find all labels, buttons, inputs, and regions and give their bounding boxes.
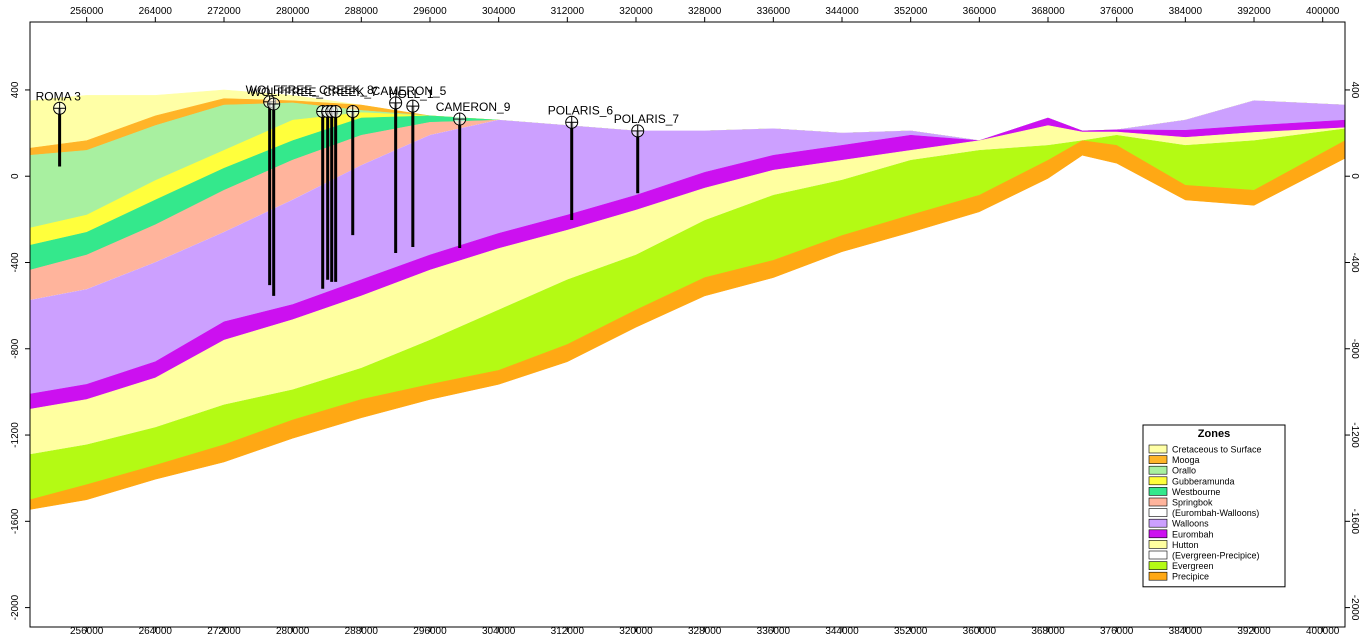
legend-swatch	[1149, 519, 1167, 527]
x-tick-label: 304000	[482, 6, 516, 17]
page: ROMA 3WOLFFREE_CREEK_8WOLFFREE_CREEK_7CA…	[0, 0, 1361, 641]
legend-swatch	[1149, 445, 1167, 453]
y-tick-label: 400	[10, 81, 21, 98]
x-tick-label: 344000	[825, 6, 859, 17]
x-tick-label: 360000	[963, 6, 997, 17]
legend-label: Eurombah	[1172, 529, 1214, 539]
legend-swatch	[1149, 530, 1167, 538]
legend-label: Precipice	[1172, 572, 1209, 582]
legend-swatch	[1149, 477, 1167, 485]
y-tick-label: -1600	[1349, 509, 1360, 535]
x-tick-label: 400000	[1306, 6, 1340, 17]
legend-swatch	[1149, 540, 1167, 548]
well-label: POLARIS_6	[548, 103, 614, 117]
legend-swatch	[1149, 551, 1167, 559]
legend-label: Westbourne	[1172, 487, 1220, 497]
legend-label: Evergreen	[1172, 561, 1214, 571]
legend-swatch	[1149, 466, 1167, 474]
legend-label: Walloons	[1172, 519, 1209, 529]
y-tick-label: -800	[1349, 339, 1360, 359]
legend-swatch	[1149, 509, 1167, 517]
legend-label: Gubberamunda	[1172, 476, 1235, 486]
legend-label: Springbok	[1172, 498, 1213, 508]
x-tick-label: 392000	[1237, 6, 1271, 17]
x-tick-label: 320000	[619, 6, 653, 17]
x-tick-label: 288000	[345, 6, 379, 17]
y-tick-label: -400	[10, 252, 21, 272]
x-tick-label: 336000	[757, 6, 791, 17]
well-label: HOLL_1	[389, 87, 434, 101]
y-tick-label: -800	[10, 338, 21, 358]
x-tick-label: 312000	[551, 6, 585, 17]
y-tick-label: -400	[1349, 252, 1360, 272]
well-label: ROMA 3	[36, 89, 82, 103]
x-tick-label: 376000	[1100, 6, 1134, 17]
y-tick-label: -2000	[1349, 595, 1360, 621]
y-tick-label: -1200	[10, 422, 21, 448]
x-tick-label: 328000	[688, 6, 722, 17]
legend-label: Cretaceous to Surface	[1172, 445, 1262, 455]
legend-label: Mooga	[1172, 455, 1200, 465]
legend-title: Zones	[1198, 428, 1230, 440]
x-tick-label: 384000	[1169, 6, 1203, 17]
legend-swatch	[1149, 498, 1167, 506]
y-tick-label: 0	[10, 173, 21, 179]
legend-label: (Eurombah-Walloons)	[1172, 508, 1259, 518]
x-tick-label: 272000	[207, 6, 241, 17]
y-tick-label: -1200	[1349, 422, 1360, 448]
x-tick-label: 280000	[276, 6, 310, 17]
well-label: POLARIS_7	[614, 112, 680, 126]
legend-swatch	[1149, 456, 1167, 464]
legend-swatch	[1149, 487, 1167, 495]
x-tick-label: 296000	[413, 6, 447, 17]
legend: Zones Cretaceous to SurfaceMoogaOralloGub…	[1143, 425, 1285, 587]
well-label: CAMERON_9	[436, 100, 511, 114]
x-tick-label: 368000	[1031, 6, 1065, 17]
legend-label: Hutton	[1172, 540, 1199, 550]
legend-swatch	[1149, 562, 1167, 570]
y-tick-label: -1600	[10, 508, 21, 534]
well-label: WOLFFREE_CREEK_7	[250, 85, 378, 99]
legend-label: Orallo	[1172, 466, 1196, 476]
y-tick-label: 0	[1349, 173, 1360, 179]
legend-swatch	[1149, 572, 1167, 580]
x-tick-label: 352000	[894, 6, 928, 17]
x-tick-label: 256000	[70, 6, 104, 17]
y-tick-label: -2000	[10, 594, 21, 620]
y-tick-label: 400	[1349, 82, 1360, 99]
chart: ROMA 3WOLFFREE_CREEK_8WOLFFREE_CREEK_7CA…	[0, 0, 1361, 636]
legend-label: (Evergreen-Precipice)	[1172, 551, 1260, 561]
x-tick-label: 264000	[139, 6, 173, 17]
